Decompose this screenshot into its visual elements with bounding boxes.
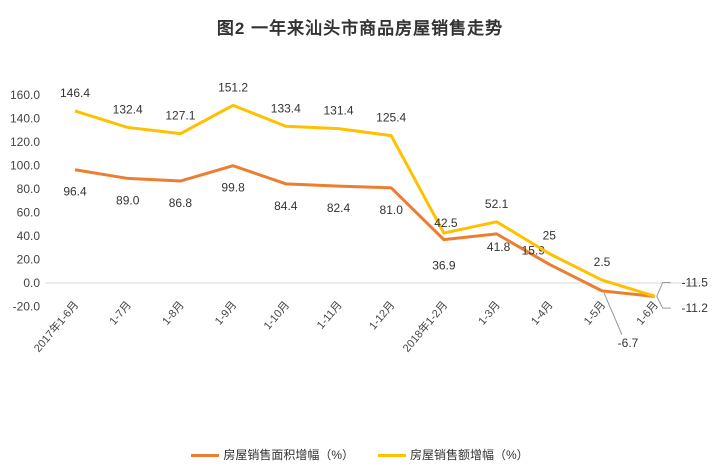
data-label: 52.1 <box>485 197 509 211</box>
leader-line <box>656 282 671 297</box>
y-tick-label: 20.0 <box>17 253 41 267</box>
data-label: 84.4 <box>274 199 298 213</box>
y-tick-label: 140.0 <box>10 112 40 126</box>
x-tick-label: 1-11月 <box>315 299 345 331</box>
data-label: -11.5 <box>681 276 708 290</box>
x-tick-label: 1-3月 <box>476 299 502 327</box>
y-tick-label: -20.0 <box>13 300 41 314</box>
data-label: -6.7 <box>618 336 639 350</box>
x-tick-label: 1-12月 <box>367 299 397 332</box>
data-label: 125.4 <box>376 111 406 125</box>
legend-item-area: 房屋销售面积增幅（%） <box>191 446 354 463</box>
legend-swatch <box>378 454 406 458</box>
x-tick-label: 1-5月 <box>582 299 608 327</box>
data-label: 25 <box>543 229 557 243</box>
x-tick-label: 1-10月 <box>262 299 292 332</box>
y-tick-label: 0.0 <box>23 276 40 290</box>
data-label: 89.0 <box>116 193 140 207</box>
x-tick-label: 2018年1-2月 <box>399 298 450 355</box>
data-label: 2.5 <box>594 255 611 269</box>
series-line-0 <box>74 164 655 299</box>
x-tick-label: 1-7月 <box>108 299 134 327</box>
y-tick-label: 60.0 <box>17 206 41 220</box>
legend-item-amount: 房屋销售额增幅（%） <box>378 446 529 463</box>
legend: 房屋销售面积增幅（%） 房屋销售额增幅（%） <box>0 446 720 463</box>
x-tick-label: 1-8月 <box>160 299 186 327</box>
x-tick-label: 1-6月 <box>635 299 661 327</box>
data-label: 132.4 <box>113 102 143 116</box>
legend-label: 房屋销售额增幅（%） <box>410 448 529 462</box>
data-label: 131.4 <box>323 104 353 118</box>
data-label: 42.5 <box>434 216 458 230</box>
data-label: 82.4 <box>327 201 351 215</box>
leader-line <box>656 295 671 309</box>
y-tick-label: 40.0 <box>17 229 41 243</box>
legend-label: 房屋销售面积增幅（%） <box>223 448 354 462</box>
data-label: -11.2 <box>681 301 708 315</box>
x-tick-label: 1-9月 <box>213 299 239 327</box>
leader-line <box>603 292 623 336</box>
data-label: 146.4 <box>60 86 90 100</box>
data-label: 96.4 <box>63 185 87 199</box>
x-tick-label: 1-4月 <box>529 299 555 327</box>
y-tick-label: 100.0 <box>10 159 40 173</box>
y-tick-label: 120.0 <box>10 135 40 149</box>
data-label: 133.4 <box>271 101 301 115</box>
data-label: 99.8 <box>221 181 245 195</box>
data-label: 151.2 <box>218 80 248 94</box>
y-tick-label: 160.0 <box>10 88 40 102</box>
series-line-1 <box>74 103 656 298</box>
data-label: 36.9 <box>432 259 456 273</box>
y-tick-label: 80.0 <box>17 182 41 196</box>
data-label: 81.0 <box>380 203 404 217</box>
data-label: 127.1 <box>165 109 195 123</box>
chart-title: 图2 一年来汕头市商品房屋销售走势 <box>216 19 504 38</box>
data-label: 86.8 <box>169 196 193 210</box>
legend-swatch <box>191 454 220 458</box>
data-label: 41.8 <box>487 240 511 254</box>
